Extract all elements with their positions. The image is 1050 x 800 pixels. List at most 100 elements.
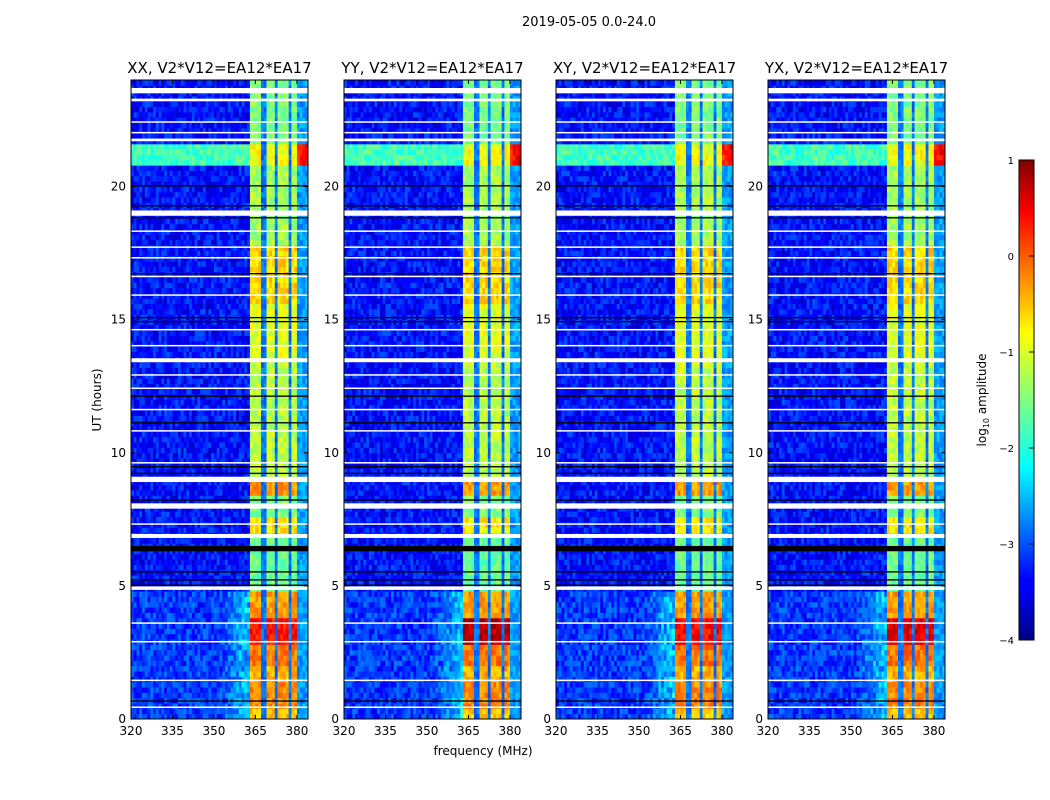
heatmap-cell <box>195 437 198 443</box>
heatmap-cell <box>159 602 162 608</box>
heatmap-cell <box>170 437 173 443</box>
heatmap-cell <box>267 554 270 560</box>
heatmap-cell <box>181 330 184 336</box>
heatmap-cell <box>206 400 209 406</box>
heatmap-cell <box>242 591 245 597</box>
heatmap-cell <box>264 304 267 310</box>
heatmap-cell <box>164 511 167 517</box>
heatmap-cell <box>220 623 223 629</box>
heatmap-cell <box>222 437 225 443</box>
heatmap-cell <box>206 660 209 666</box>
heatmap-cell <box>184 623 187 629</box>
heatmap-cell <box>228 554 231 560</box>
heatmap-cell <box>175 660 178 666</box>
heatmap-cell <box>225 511 228 517</box>
heatmap-cell <box>206 368 209 374</box>
heatmap-cell <box>206 362 209 368</box>
heatmap-cell <box>200 650 203 656</box>
heatmap-cell <box>253 304 256 310</box>
heatmap-cell <box>291 485 294 491</box>
heatmap-cell <box>184 378 187 384</box>
heatmap-cell <box>280 490 283 496</box>
heatmap-cell <box>181 352 184 358</box>
heatmap-cell <box>220 650 223 656</box>
heatmap-cell <box>217 431 220 437</box>
heatmap-cell <box>159 400 162 406</box>
heatmap-cell <box>217 565 220 571</box>
heatmap-cell <box>150 485 153 491</box>
heatmap-cell <box>261 346 264 352</box>
heatmap-cell <box>217 655 220 661</box>
heatmap-cell <box>200 378 203 384</box>
heatmap-cell <box>159 692 162 698</box>
heatmap-cell <box>203 485 206 491</box>
heatmap-cell <box>145 373 148 379</box>
heatmap-cell <box>297 527 300 533</box>
heatmap-cell <box>278 602 281 608</box>
heatmap-cell <box>244 597 247 603</box>
heatmap-cell <box>195 613 198 619</box>
heatmap-cell <box>239 708 242 714</box>
heatmap-cell <box>267 607 270 613</box>
heatmap-cell <box>297 421 300 427</box>
heatmap-cell <box>170 570 173 576</box>
heatmap-cell <box>217 330 220 336</box>
heatmap-cell <box>156 565 159 571</box>
heatmap-cell <box>267 660 270 666</box>
heatmap-cell <box>278 666 281 672</box>
heatmap-cell <box>302 570 305 576</box>
heatmap-cell <box>192 330 195 336</box>
heatmap-cell <box>233 394 236 400</box>
heatmap-cell <box>247 692 250 698</box>
heatmap-cell <box>300 671 303 677</box>
heatmap-cell <box>137 442 140 448</box>
heatmap-cell <box>178 613 181 619</box>
heatmap-cell <box>156 346 159 352</box>
heatmap-cell <box>208 682 211 688</box>
heatmap-cell <box>159 671 162 677</box>
heatmap-cell <box>203 671 206 677</box>
heatmap-cell <box>211 517 214 523</box>
heatmap-cell <box>206 522 209 528</box>
heatmap-cell <box>302 410 305 416</box>
heatmap-cell <box>161 517 164 523</box>
heatmap-cell <box>247 602 250 608</box>
heatmap-cell <box>211 304 214 310</box>
heatmap-cell <box>200 442 203 448</box>
heatmap-cell <box>280 623 283 629</box>
heatmap-cell <box>250 352 253 358</box>
heatmap-cell <box>280 602 283 608</box>
heatmap-cell <box>137 421 140 427</box>
heatmap-cell <box>200 453 203 459</box>
heatmap-cell <box>231 607 234 613</box>
heatmap-cell <box>145 389 148 395</box>
heatmap-cell <box>225 671 228 677</box>
heatmap-cell <box>164 676 167 682</box>
heatmap-cell <box>297 378 300 384</box>
heatmap-cell <box>258 655 261 661</box>
heatmap-cell <box>184 676 187 682</box>
heatmap-cell <box>269 490 272 496</box>
heatmap-cell <box>145 522 148 528</box>
heatmap-cell <box>145 304 148 310</box>
heatmap-cell <box>275 522 278 528</box>
heatmap-cell <box>247 687 250 693</box>
heatmap-cell <box>217 613 220 619</box>
heatmap-cell <box>192 591 195 597</box>
heatmap-cell <box>206 352 209 358</box>
heatmap-cell <box>153 368 156 374</box>
heatmap-cell <box>258 682 261 688</box>
heatmap-cell <box>220 373 223 379</box>
heatmap-cell <box>225 655 228 661</box>
heatmap-cell <box>203 362 206 368</box>
heatmap-cell <box>250 490 253 496</box>
heatmap-cell <box>186 628 189 634</box>
heatmap-cell <box>184 511 187 517</box>
heatmap-cell <box>211 634 214 640</box>
heatmap-cell <box>203 538 206 544</box>
heatmap-cell <box>291 453 294 459</box>
heatmap-cell <box>302 389 305 395</box>
heatmap-cell <box>222 650 225 656</box>
heatmap-cell <box>302 655 305 661</box>
heatmap-cell <box>150 330 153 336</box>
